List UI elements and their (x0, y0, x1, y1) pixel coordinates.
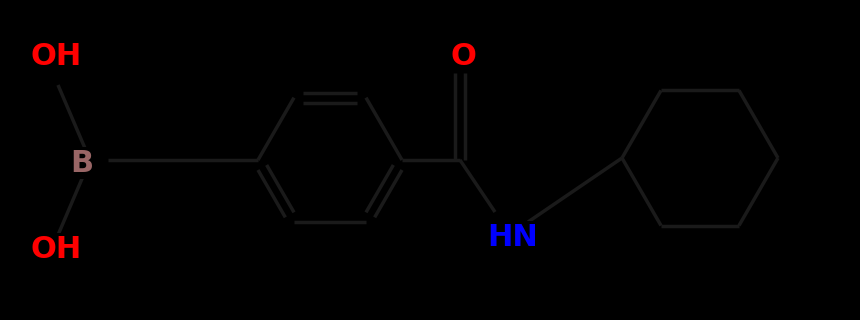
Text: OH: OH (30, 42, 81, 71)
Text: OH: OH (30, 235, 81, 264)
Text: O: O (450, 42, 476, 71)
Text: HN: HN (487, 223, 538, 252)
Text: B: B (71, 148, 94, 178)
